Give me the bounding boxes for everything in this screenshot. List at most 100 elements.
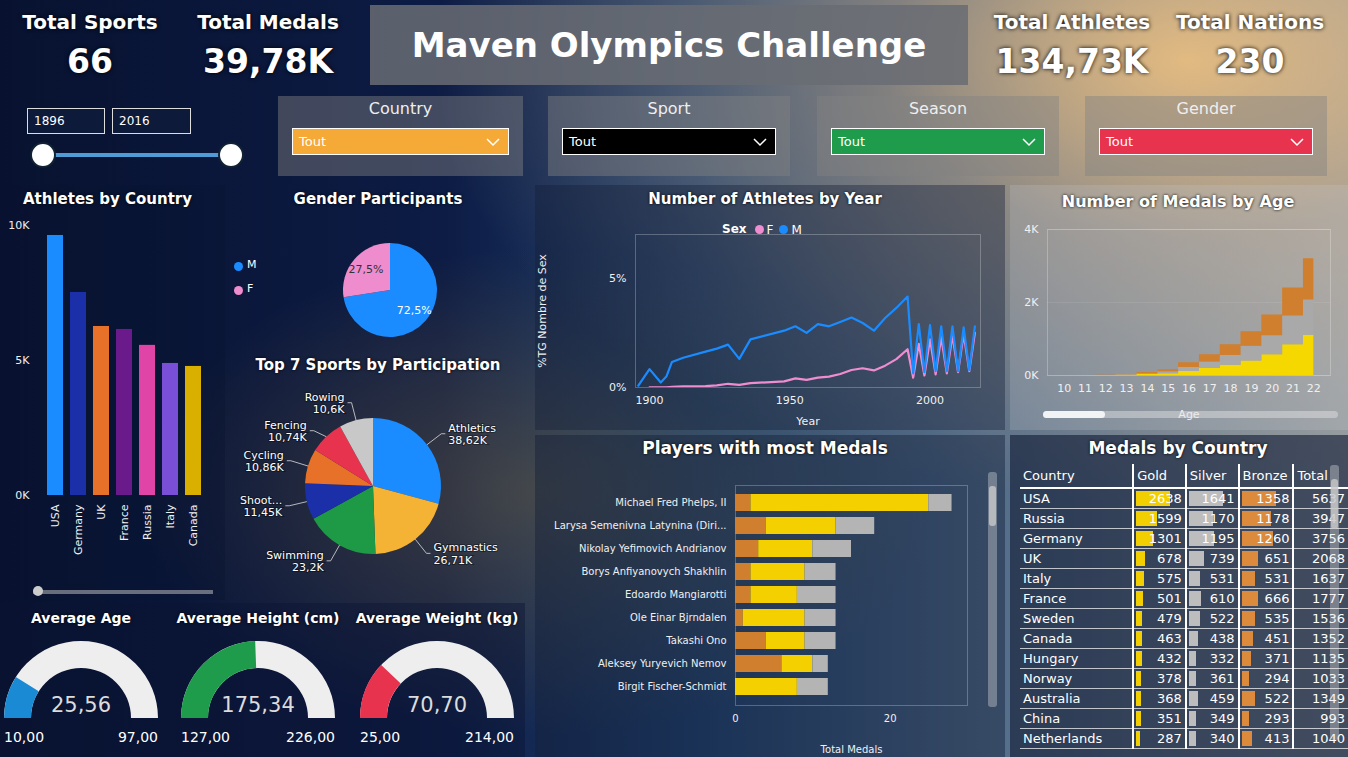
html-text:Sport: Sport [647,99,691,118]
svg-text:Swimming23,2K: Swimming23,2K [266,549,324,575]
svg-text:Italy: Italy [164,504,177,528]
svg-text:Takashi Ono: Takashi Ono [665,635,726,646]
svg-text:Ole Einar Bjrndalen: Ole Einar Bjrndalen [630,612,727,623]
html-text:66: 66 [67,42,113,81]
svg-text:10: 10 [1057,382,1071,395]
svg-text:127,00: 127,00 [181,729,230,745]
svg-text:4K: 4K [1024,223,1039,236]
html-text:1641: 1641 [1201,490,1235,506]
svg-text:20: 20 [884,713,897,724]
html-text:Medals by Country: Medals by Country [1088,438,1268,458]
svg-text:72,5%: 72,5% [397,304,432,317]
svg-text:USA: USA [49,504,62,527]
svg-text:226,00: 226,00 [286,729,335,745]
svg-text:11: 11 [1078,382,1092,395]
html-text:Germany: Germany [1023,530,1083,546]
svg-text:25,00: 25,00 [360,729,400,745]
html-text:Gender: Gender [1176,99,1236,118]
svg-text:16: 16 [1182,382,1196,395]
html-text:Players with most Medals: Players with most Medals [642,438,888,458]
html-text:1301: 1301 [1148,530,1182,546]
svg-text:20: 20 [1265,382,1279,395]
svg-text:1900: 1900 [636,394,664,407]
svg-text:12: 12 [1099,382,1113,395]
svg-text:10K: 10K [8,219,30,232]
svg-text:0K: 0K [1024,369,1039,382]
svg-text:5%: 5% [609,272,626,285]
svg-text:UK: UK [95,504,108,520]
svg-text:0%: 0% [609,381,626,394]
html-text:1358: 1358 [1256,490,1290,506]
svg-text:Rowing10,6K: Rowing10,6K [305,391,346,417]
html-text:Maven Olympics Challenge: Maven Olympics Challenge [411,25,927,65]
html-text:134,73K: 134,73K [995,42,1149,81]
svg-text:Athletics38,62K: Athletics38,62K [448,422,496,448]
html-text:Total Nations: Total Nations [1175,10,1325,34]
svg-text:10,00: 10,00 [4,729,44,745]
svg-text:Gymnastics26,71K: Gymnastics26,71K [433,541,498,567]
svg-text:France: France [118,504,131,541]
html-text:39,78K: 39,78K [203,42,333,81]
html-text:Total Sports: Total Sports [22,10,158,34]
html-text:1195: 1195 [1201,530,1235,546]
svg-text:Shoot...11,45K: Shoot...11,45K [240,494,283,520]
svg-text:Borys Anfiyanovych Shakhlin: Borys Anfiyanovych Shakhlin [581,566,726,577]
svg-text:17: 17 [1203,382,1217,395]
html-text:3947: 3947 [1311,510,1345,526]
svg-text:Aleksey Yuryevich Nemov: Aleksey Yuryevich Nemov [598,658,727,669]
svg-text:25,56: 25,56 [51,693,111,717]
svg-text:Cycling10,86K: Cycling10,86K [243,449,284,475]
svg-text:21: 21 [1286,382,1300,395]
svg-text:13: 13 [1120,382,1134,395]
html-text:1178: 1178 [1256,510,1290,526]
svg-text:%TG Nombre de Sex: %TG Nombre de Sex [536,254,549,368]
html-text:Top 7 Sports by Participation: Top 7 Sports by Participation [255,356,501,374]
html-text:USA: USA [1023,490,1050,506]
html-text:Gender Participants: Gender Participants [293,190,463,208]
html-text:2638: 2638 [1148,490,1182,506]
svg-text:18: 18 [1224,382,1238,395]
html-text:1599: 1599 [1148,510,1182,526]
svg-text:70,70: 70,70 [407,693,467,717]
svg-text:175,34: 175,34 [221,693,294,717]
svg-text:Total Medals: Total Medals [820,744,883,755]
svg-text:2000: 2000 [916,394,944,407]
svg-text:Russia: Russia [141,505,154,540]
html-text:1170: 1170 [1201,510,1235,526]
svg-text:1950: 1950 [776,394,804,407]
svg-text:15: 15 [1161,382,1175,395]
html-text:Number of Medals by Age: Number of Medals by Age [1061,192,1295,211]
svg-text:Fencing10,74K: Fencing10,74K [264,419,307,445]
html-text:Season: Season [909,99,967,118]
svg-text:Canada: Canada [187,505,200,547]
svg-text:Germany: Germany [72,504,85,555]
svg-text:Larysa Semenivna Latynina (Dir: Larysa Semenivna Latynina (Diri... [554,520,726,531]
html-text:Athletes by Country: Athletes by Country [23,190,192,208]
svg-text:Michael Fred Phelps, II: Michael Fred Phelps, II [615,497,726,508]
svg-text:19: 19 [1244,382,1258,395]
svg-text:0K: 0K [15,489,30,502]
svg-text:27,5%: 27,5% [348,263,383,276]
svg-text:22: 22 [1307,382,1321,395]
svg-text:14: 14 [1140,382,1154,395]
html-text:Number of Athletes by Year: Number of Athletes by Year [648,190,882,208]
svg-text:5K: 5K [15,354,30,367]
html-text:678: 678 [1156,550,1182,566]
svg-text:Edoardo Mangiarotti: Edoardo Mangiarotti [625,589,726,600]
html-text:230: 230 [1215,42,1285,81]
svg-text:97,00: 97,00 [118,729,158,745]
html-text:UK: UK [1023,550,1041,566]
html-text:Russia: Russia [1023,510,1065,526]
html-text:Total Medals: Total Medals [197,10,339,34]
html-text:Total Athletes: Total Athletes [993,10,1151,34]
svg-text:2K: 2K [1024,296,1039,309]
html-text:5637: 5637 [1311,490,1345,506]
svg-text:Year: Year [795,415,820,428]
svg-text:0: 0 [732,713,738,724]
html-text:1260: 1260 [1256,530,1290,546]
html-text:Country: Country [368,99,433,118]
html-text:3756: 3756 [1311,530,1345,546]
svg-text:Nikolay Yefimovich Andrianov: Nikolay Yefimovich Andrianov [579,543,727,554]
svg-text:214,00: 214,00 [465,729,514,745]
svg-text:Birgit Fischer-Schmidt: Birgit Fischer-Schmidt [618,681,727,692]
